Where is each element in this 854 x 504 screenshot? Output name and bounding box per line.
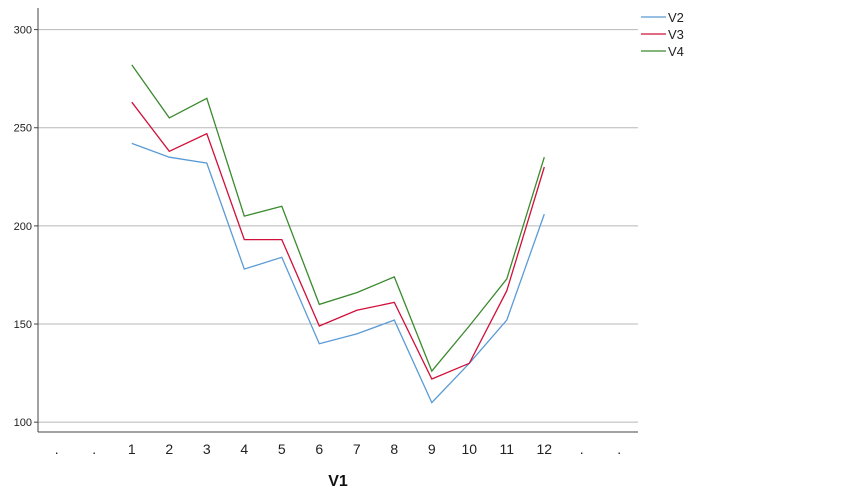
x-tick-label: . <box>617 441 621 457</box>
x-tick-label: 12 <box>536 441 552 457</box>
legend-label: V4 <box>668 44 684 59</box>
series-line-v2 <box>131 142 545 404</box>
x-tick-label: . <box>92 441 96 457</box>
legend-item-v2: V2 <box>641 10 684 25</box>
legend-label: V3 <box>668 27 684 42</box>
legend-label: V2 <box>668 10 684 25</box>
series-line-v4 <box>131 64 545 373</box>
legend: V2 V3 V4 <box>641 10 684 59</box>
x-tick-label: 2 <box>165 441 173 457</box>
gridlines <box>38 29 638 423</box>
x-tick-label: 4 <box>240 441 248 457</box>
y-tick-label: 100 <box>14 417 32 429</box>
y-axis-ticks: 100 150 200 250 300 <box>14 25 38 429</box>
x-axis-ticks: .. 1 2 3 4 5 6 7 8 9 10 11 12.. <box>55 441 621 457</box>
y-tick-label: 150 <box>14 319 32 331</box>
x-tick-label: 9 <box>428 441 436 457</box>
x-tick-label: 6 <box>315 441 323 457</box>
x-axis-title: V1 <box>328 473 348 490</box>
x-tick-label: . <box>55 441 59 457</box>
y-tick-label: 250 <box>14 123 32 135</box>
y-tick-label: 300 <box>14 25 32 37</box>
x-tick-label: 10 <box>461 441 477 457</box>
y-tick-label: 200 <box>14 221 32 233</box>
x-tick-label: 11 <box>499 441 514 457</box>
series-lines <box>131 64 545 404</box>
legend-item-v3: V3 <box>641 27 684 42</box>
x-tick-label: 8 <box>390 441 398 457</box>
x-tick-label: 3 <box>203 441 211 457</box>
x-tick-label: 1 <box>128 441 136 457</box>
x-tick-label: 7 <box>353 441 361 457</box>
legend-item-v4: V4 <box>641 44 684 59</box>
x-tick-label: 5 <box>278 441 286 457</box>
series-line-v3 <box>131 101 545 380</box>
x-tick-label: . <box>580 441 584 457</box>
